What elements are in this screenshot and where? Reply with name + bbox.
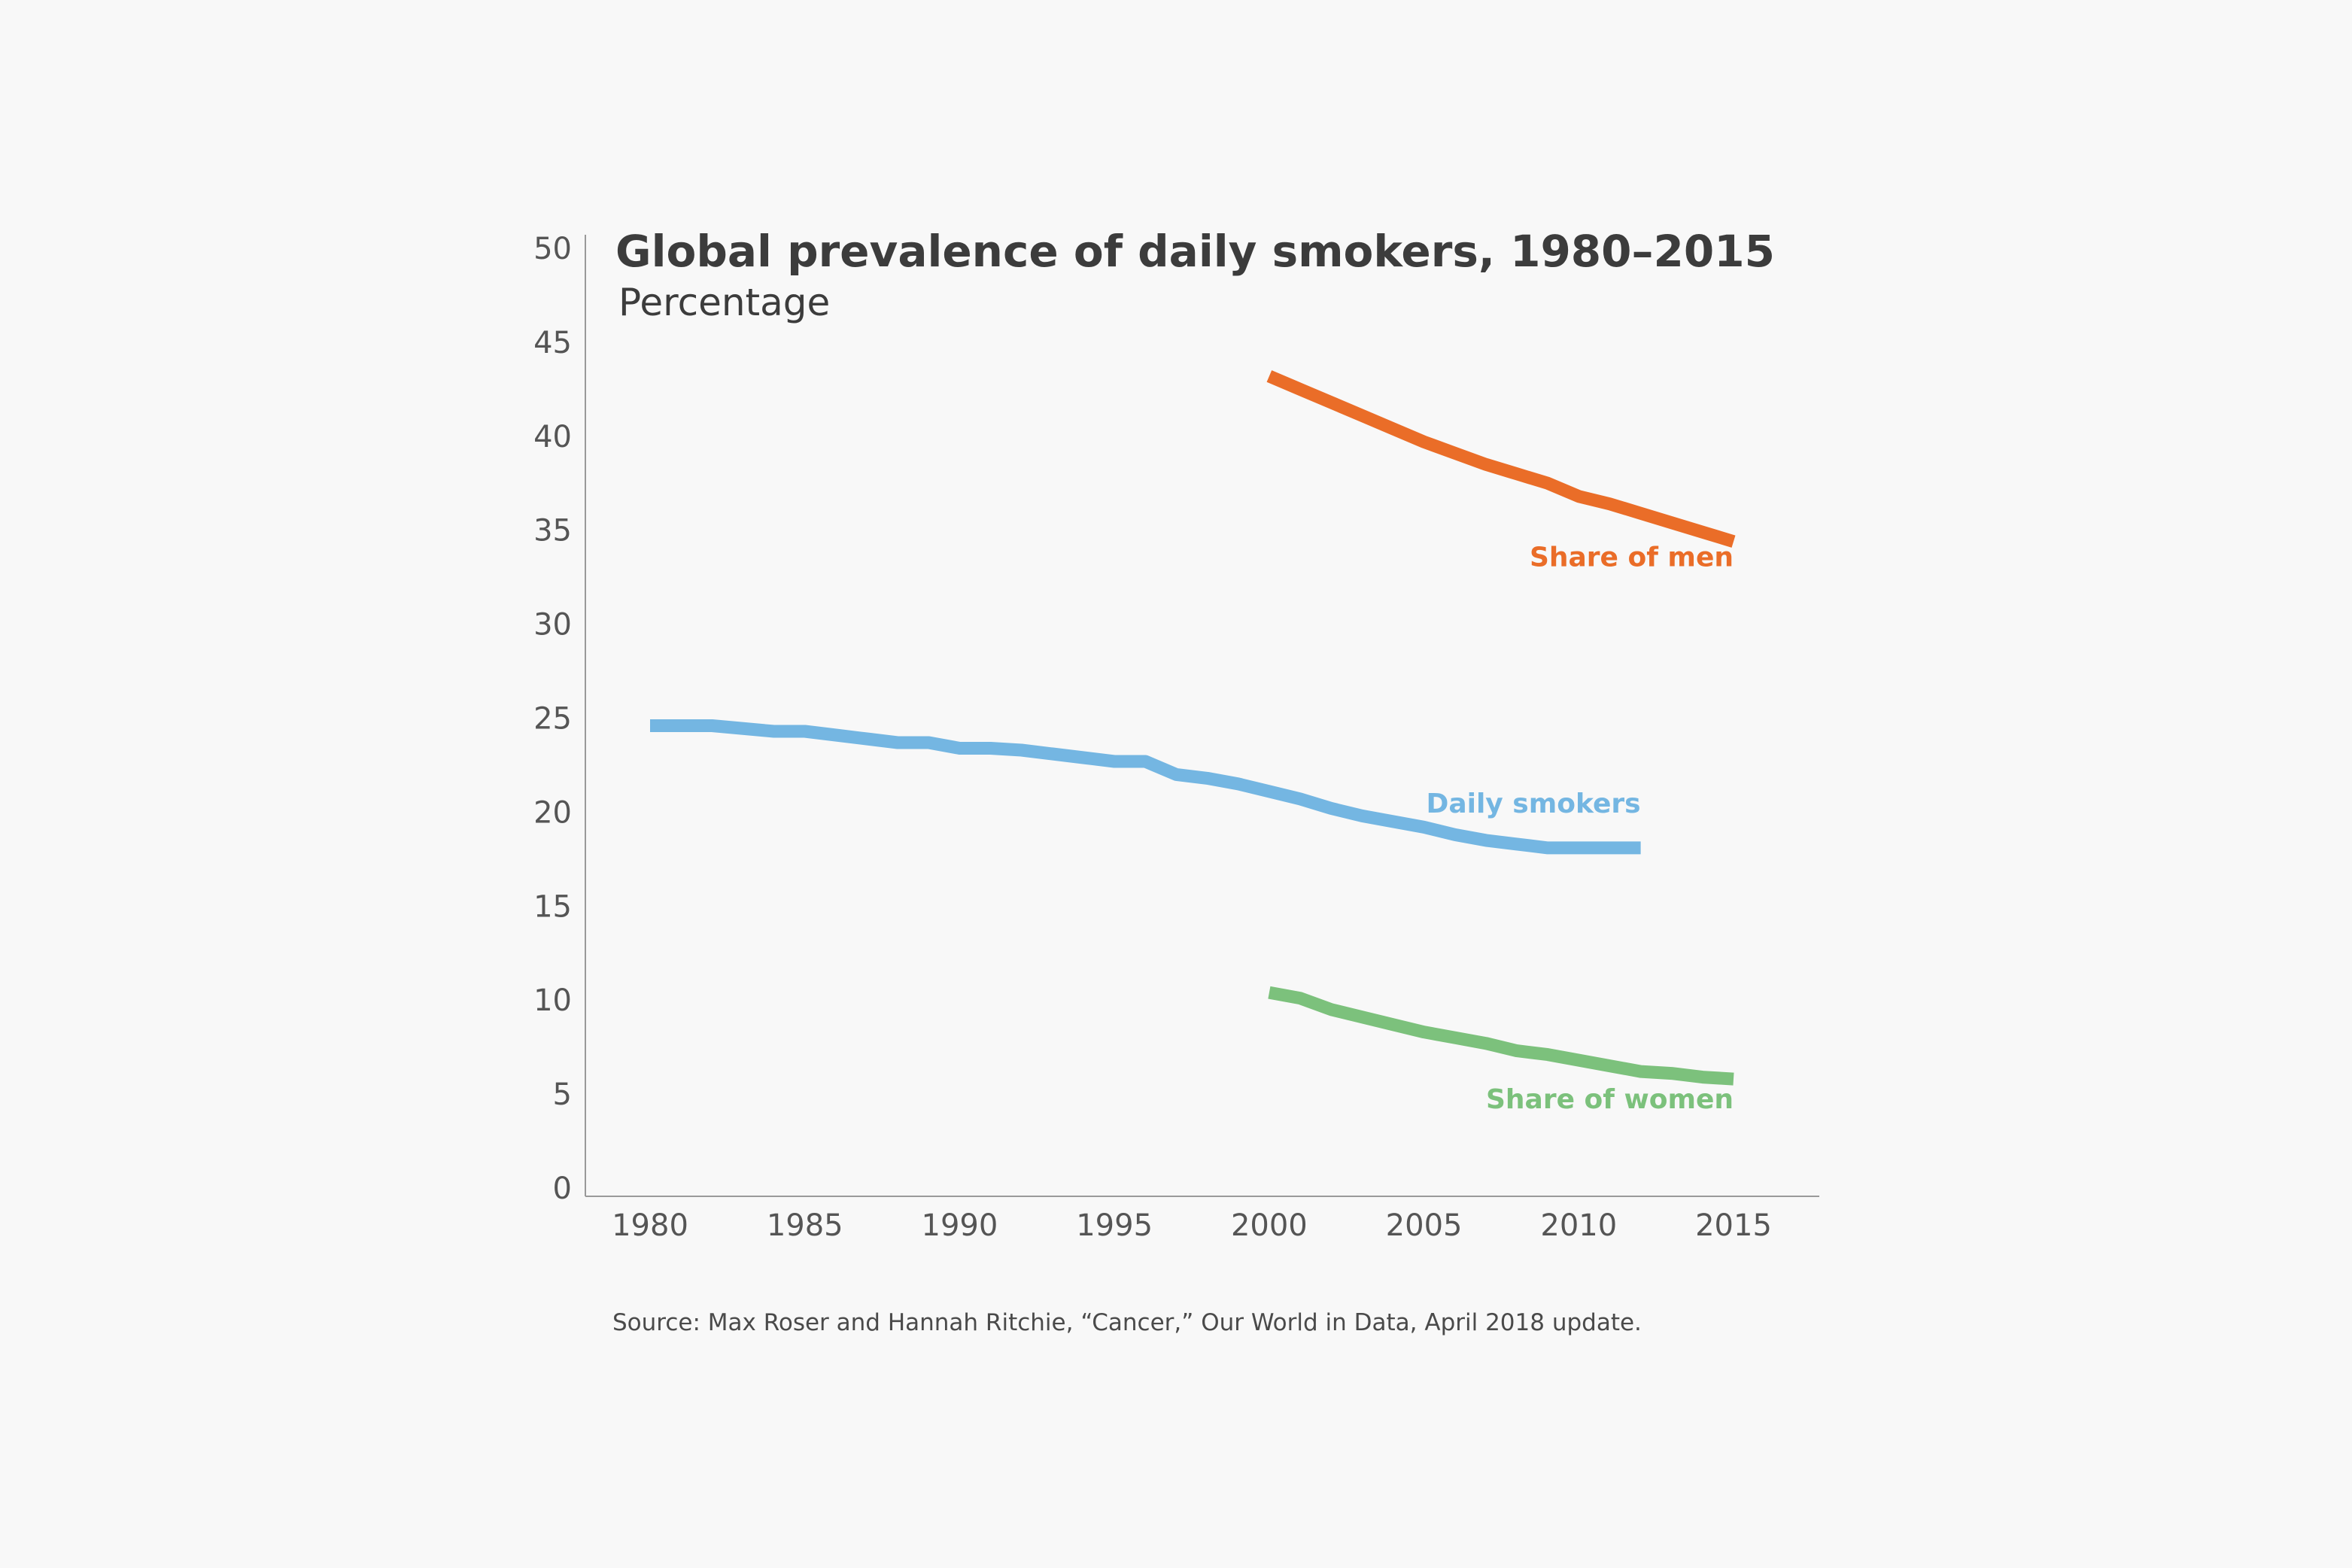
source-note: Source: Max Roser and Hannah Ritchie, “C…	[612, 1309, 1642, 1336]
y-tick-label: 10	[533, 983, 572, 1018]
y-tick-label: 25	[533, 702, 572, 737]
x-tick-label: 1995	[1076, 1208, 1153, 1243]
x-tick-label: 1980	[612, 1208, 688, 1243]
x-tick-label: 2010	[1540, 1208, 1617, 1243]
y-tick-label: 30	[533, 608, 572, 643]
x-tick-label: 1985	[767, 1208, 843, 1243]
y-tick-label: 45	[533, 326, 572, 360]
axes	[585, 235, 1819, 1197]
x-tick-label: 2000	[1231, 1208, 1308, 1243]
x-tick-label: 1990	[922, 1208, 998, 1243]
y-tick-label: 35	[533, 514, 572, 548]
series-line-daily-smokers	[650, 719, 1641, 855]
y-tick-label: 40	[533, 420, 572, 454]
series-labels: Share of men Daily smokers Share of women	[1426, 542, 1734, 1115]
x-tick-label: 2015	[1695, 1208, 1772, 1243]
y-tick-label: 50	[533, 232, 572, 266]
y-tick-label: 20	[533, 795, 572, 830]
chart-title: Global prevalence of daily smokers, 1980…	[615, 226, 1775, 277]
series-label-men: Share of men	[1530, 542, 1734, 573]
tick-labels: 0 5 10 15 20 25 30 35 40 45 50 1980 1985 1990 1995 2000…	[533, 232, 1772, 1243]
series-line-women	[1268, 986, 1734, 1086]
series-lines	[650, 370, 1736, 1086]
series-label-women: Share of women	[1486, 1084, 1734, 1115]
chart-subtitle: Percentage	[618, 281, 830, 324]
x-tick-label: 2005	[1386, 1208, 1463, 1243]
series-line-men	[1266, 370, 1736, 548]
y-tick-label: 5	[553, 1077, 572, 1112]
series-label-daily-smokers: Daily smokers	[1426, 789, 1640, 819]
y-tick-label: 15	[533, 889, 572, 924]
y-tick-label: 0	[553, 1171, 572, 1206]
